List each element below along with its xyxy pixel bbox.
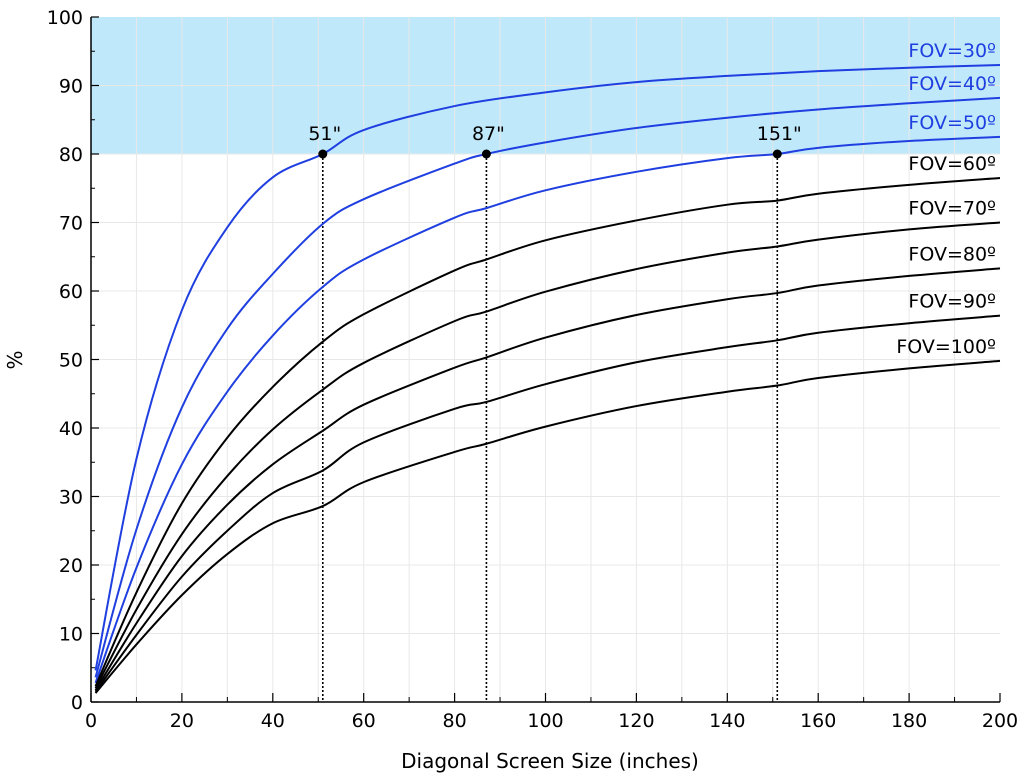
- marker-drop-lines: [321, 154, 779, 702]
- series-label-fov-100: FOV=100º: [896, 336, 996, 358]
- x-tick-label: 40: [261, 710, 285, 732]
- axes: 0 20 40 60 80 100 120 140 160 180 200 0 10 20 30 40 50 60…: [47, 7, 1018, 732]
- y-tick-label: 100: [47, 7, 83, 29]
- y-tick-label: 80: [59, 144, 83, 166]
- series-line-fov-60: [94, 176, 1001, 687]
- marker-label: 87": [472, 123, 505, 145]
- y-tick-label: 30: [59, 487, 83, 509]
- y-axis-title: %: [3, 350, 27, 369]
- y-tick-label: 90: [59, 76, 83, 98]
- y-tick-label: 10: [59, 624, 83, 646]
- y-tick-label: 50: [59, 350, 83, 372]
- series-label-fov-70: FOV=70º: [908, 198, 996, 220]
- y-tick-label: 0: [71, 692, 83, 714]
- series-label-fov-80: FOV=80º: [908, 243, 996, 265]
- x-tick-label: 20: [170, 710, 194, 732]
- x-tick-label: 180: [891, 710, 927, 732]
- series-labels: FOV=30º FOV=40º FOV=50º FOV=60º FOV=70º FOV=8…: [896, 40, 996, 358]
- y-tick-label: 20: [59, 555, 83, 577]
- marker-point: [481, 149, 491, 159]
- x-tick-label: 80: [443, 710, 467, 732]
- series-label-fov-30: FOV=30º: [908, 40, 996, 62]
- series-line-fov-40: [94, 96, 1001, 678]
- markers: 51" 87" 151": [308, 123, 802, 159]
- series-label-fov-40: FOV=40º: [908, 73, 996, 95]
- y-tick-label: 60: [59, 281, 83, 303]
- series-label-fov-50: FOV=50º: [908, 112, 996, 134]
- grid-lines: [91, 17, 1000, 702]
- y-tick-label: 70: [59, 213, 83, 235]
- y-tick-label: 40: [59, 418, 83, 440]
- series-label-fov-90: FOV=90º: [908, 291, 996, 313]
- series-line-fov-80: [94, 267, 1001, 691]
- x-tick-label: 140: [709, 710, 745, 732]
- x-axis-title: Diagonal Screen Size (inches): [401, 749, 699, 773]
- series-line-fov-30: [94, 63, 1001, 671]
- series-line-fov-90: [94, 314, 1001, 693]
- x-tick-label: 100: [527, 710, 563, 732]
- series-line-fov-50: [94, 135, 1001, 684]
- series-line-fov-100: [94, 359, 1001, 694]
- marker-point: [318, 149, 328, 159]
- x-tick-label: 0: [85, 710, 97, 732]
- x-tick-label: 120: [618, 710, 654, 732]
- x-tick-label: 200: [982, 710, 1018, 732]
- series-line-fov-70: [94, 221, 1001, 689]
- series-label-fov-60: FOV=60º: [908, 153, 996, 175]
- marker-label: 151": [757, 123, 802, 145]
- marker-label: 51": [308, 123, 341, 145]
- series-lines: [94, 63, 1001, 694]
- x-tick-label: 160: [800, 710, 836, 732]
- x-tick-label: 60: [352, 710, 376, 732]
- marker-point: [772, 149, 782, 159]
